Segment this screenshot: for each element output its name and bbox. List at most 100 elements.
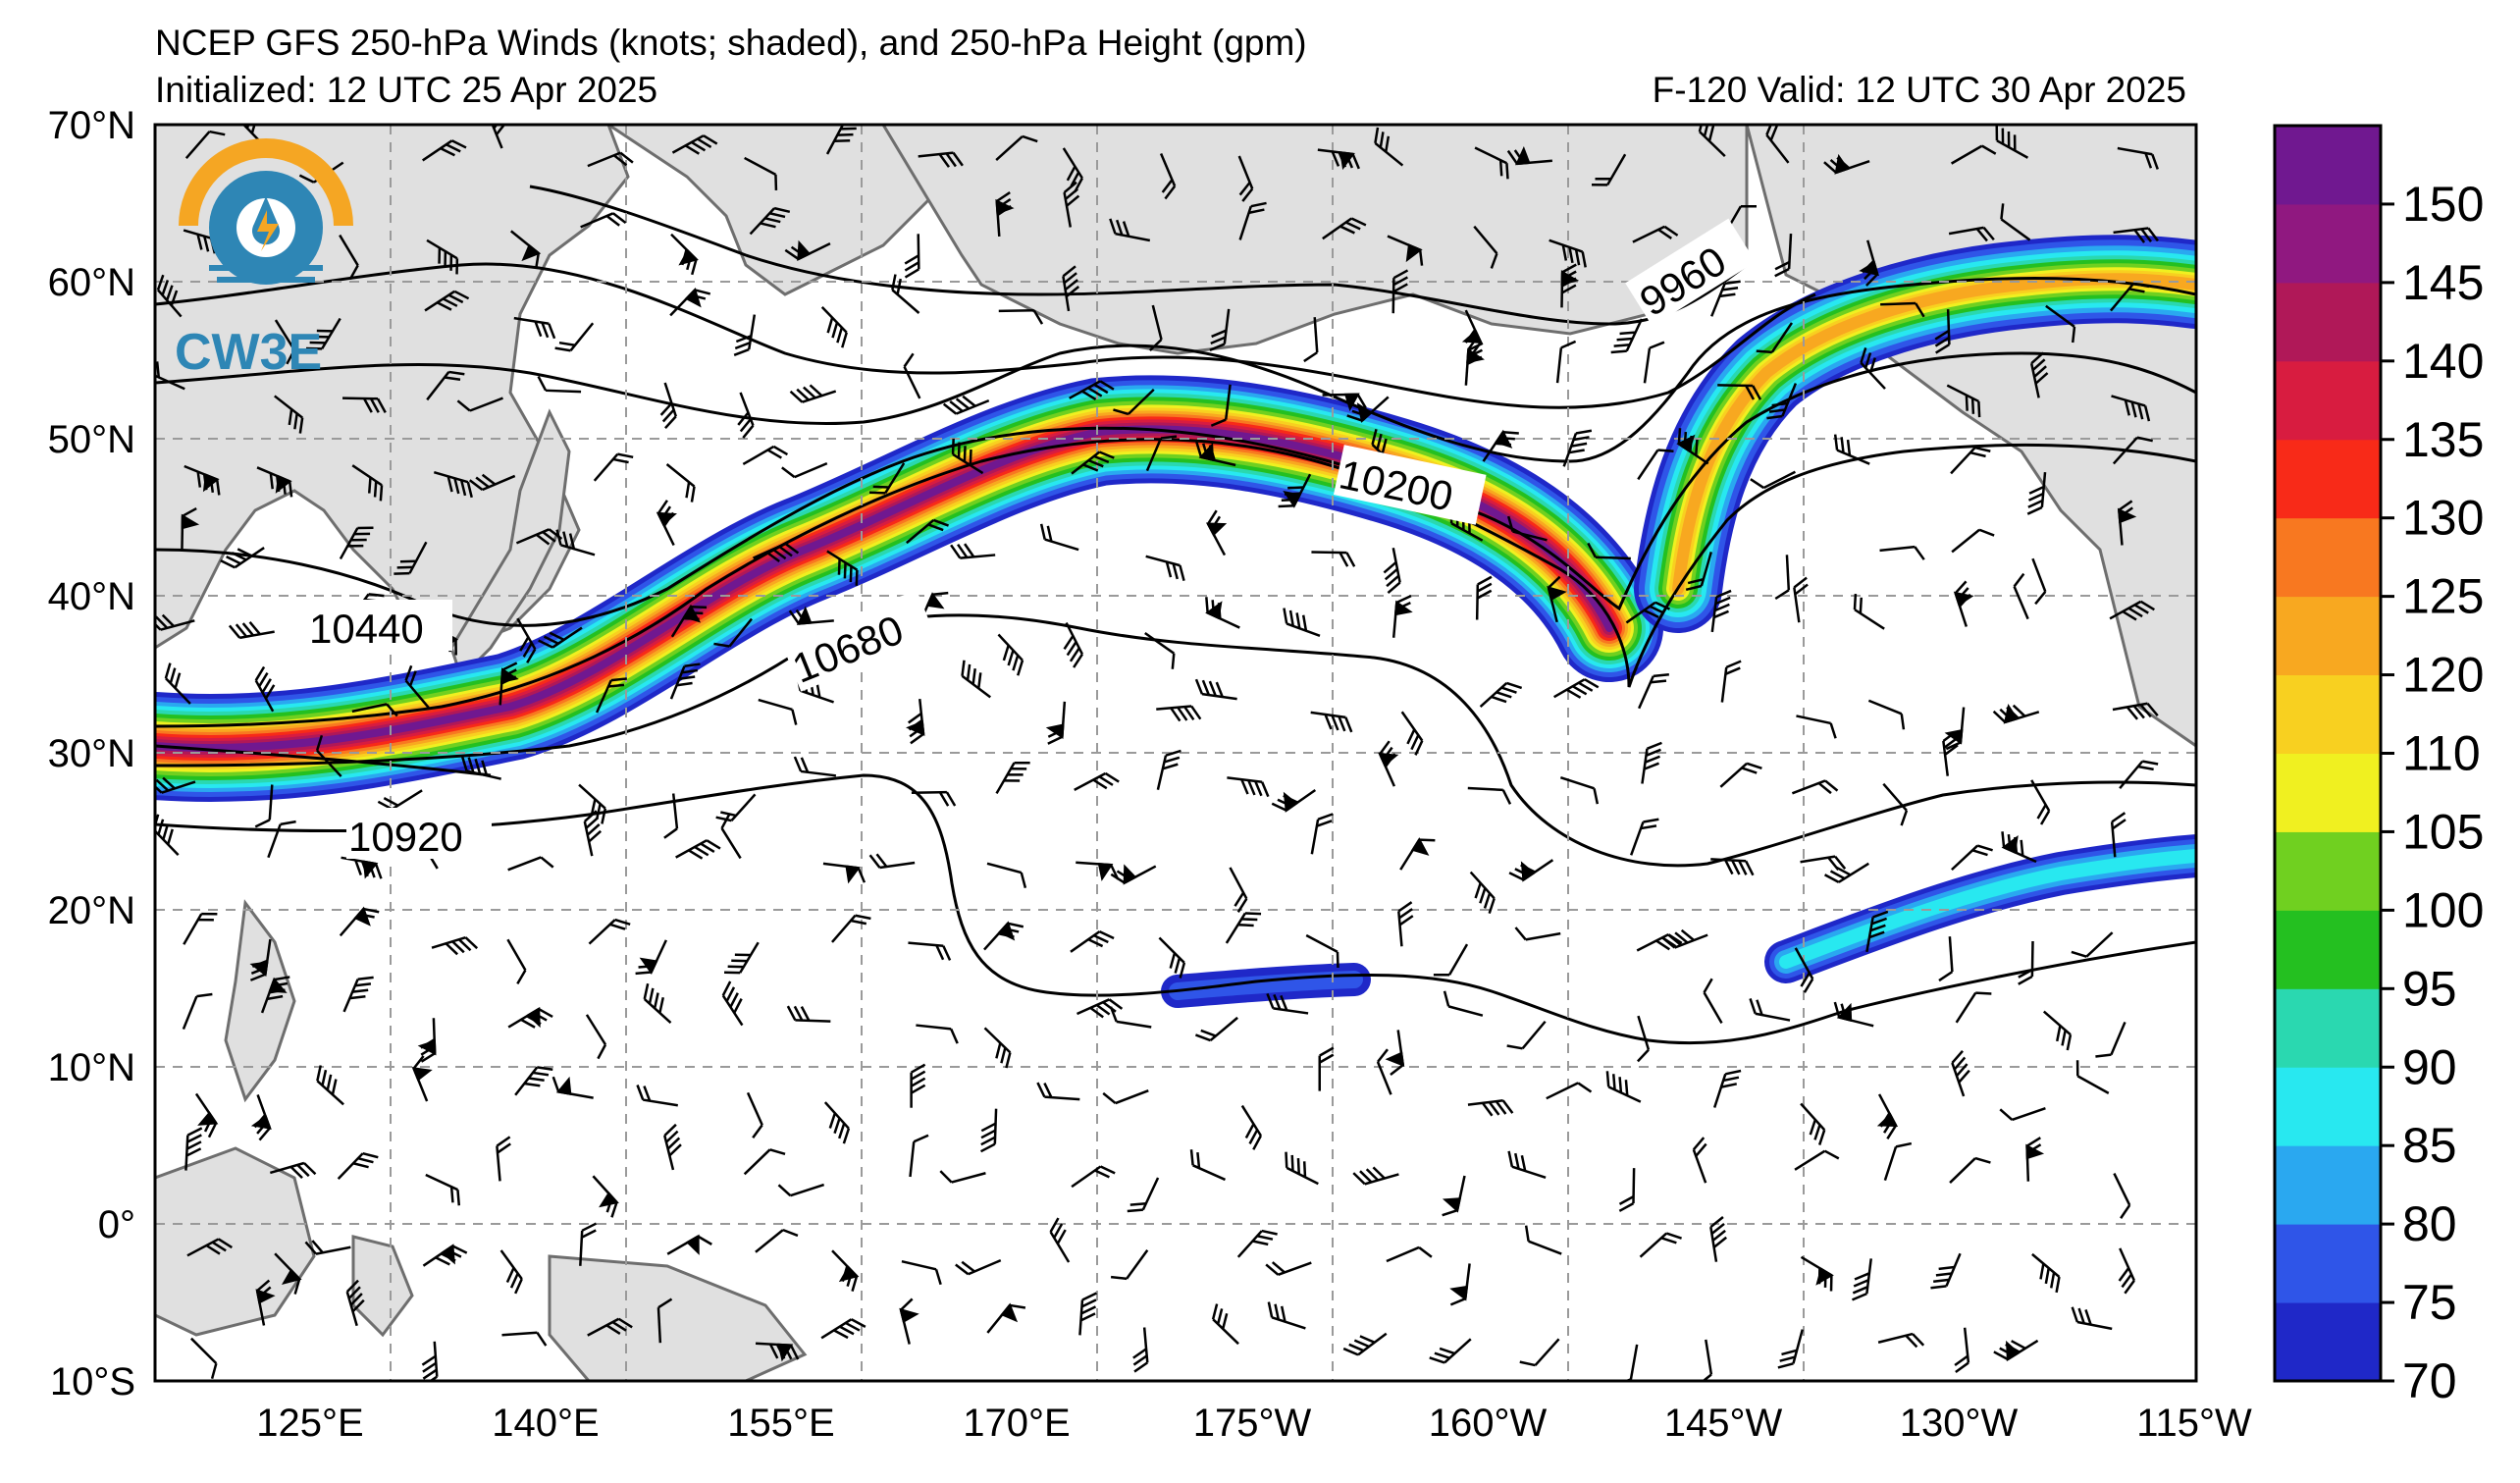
wind-barb <box>1189 1149 1227 1182</box>
wind-barb <box>1127 1177 1160 1213</box>
wind-barb <box>1310 813 1334 855</box>
wind-barb <box>1311 551 1356 567</box>
wind-barb <box>1592 153 1627 186</box>
wind-barb <box>1549 238 1587 268</box>
longitude-axis: 125°E 140°E 155°E 170°E 175°W 160°W 145°… <box>256 1402 2252 1445</box>
contour-label-10440: 10440 <box>309 606 424 652</box>
colorbar-label: 105 <box>2402 804 2484 859</box>
wind-barb <box>786 1005 831 1023</box>
wind-barb <box>825 125 857 155</box>
wind-barb <box>1069 380 1115 400</box>
colorbar-label: 145 <box>2402 255 2484 310</box>
wind-barb <box>1391 595 1413 638</box>
colorbar-swatch <box>2275 282 2381 362</box>
wind-barb <box>1036 1082 1080 1101</box>
wind-barb <box>666 1234 712 1255</box>
wind-barb <box>1227 776 1270 798</box>
wind-barb <box>1317 148 1360 171</box>
wind-barb <box>1391 269 1409 314</box>
wind-barb <box>743 1148 786 1176</box>
wind-barb <box>1676 428 1709 465</box>
wind-barb <box>1833 1001 1874 1028</box>
wind-barb <box>1953 580 1974 627</box>
wind-barb <box>315 734 342 777</box>
wind-barb <box>1709 1216 1727 1262</box>
wind-barb <box>1383 547 1401 595</box>
wind-barb <box>1950 446 1991 475</box>
wind-barb <box>831 914 871 943</box>
wind-barb <box>1397 901 1414 947</box>
wind-barb <box>721 980 744 1027</box>
wind-barb <box>1867 699 1906 730</box>
wind-barb <box>720 814 742 860</box>
wind-barb <box>1766 383 1798 420</box>
colorbar-label: 120 <box>2402 648 2484 703</box>
wind-barb <box>1995 125 2029 159</box>
wind-barb <box>1467 786 1512 805</box>
wind-barb <box>1712 1069 1742 1108</box>
wind-barb <box>1132 1327 1149 1373</box>
wind-barb <box>1800 1255 1834 1292</box>
wind-barb <box>2045 304 2076 344</box>
wind-barb <box>961 660 991 699</box>
wind-barb <box>746 1091 763 1139</box>
wind-barb <box>190 1337 218 1380</box>
lon-label: 145°W <box>1664 1402 1783 1445</box>
wind-barb <box>1145 435 1178 472</box>
wind-barb <box>2031 1252 2061 1294</box>
wind-barb <box>1710 589 1732 633</box>
wind-barb <box>1225 912 1262 944</box>
wind-barb <box>868 462 906 495</box>
wind-barb <box>1833 434 1870 465</box>
colorbar-label: 100 <box>2402 882 2484 937</box>
wind-barb <box>1240 1104 1263 1150</box>
wind-barb <box>1703 978 1723 1025</box>
colorbar-swatch <box>2275 439 2381 519</box>
wind-barb <box>1756 322 1794 354</box>
wind-barb <box>1765 125 1790 164</box>
wind-barb <box>2001 831 2037 864</box>
wind-barb <box>1303 317 1319 363</box>
wind-barb <box>1074 771 1120 791</box>
wind-barb <box>744 156 778 190</box>
colorbar-label: 85 <box>2402 1118 2457 1173</box>
wind-barb <box>908 941 952 961</box>
wind-barb <box>868 853 916 870</box>
wind-barb <box>1605 1071 1642 1103</box>
wind-barb <box>909 1134 929 1178</box>
colorbar-label: 150 <box>2402 177 2484 232</box>
wind-barb <box>901 1259 942 1286</box>
wind-barb <box>665 463 696 503</box>
wind-barb <box>220 547 265 569</box>
wind-barb <box>820 305 848 348</box>
wind-barb <box>255 1279 276 1326</box>
wind-barb <box>507 856 554 872</box>
wind-barb <box>155 361 185 391</box>
colorbar-swatch <box>2275 596 2381 676</box>
colorbar-swatch <box>2275 1302 2381 1382</box>
wind-barb <box>1109 1006 1152 1029</box>
wind-barb <box>1063 621 1084 668</box>
wind-barb <box>509 230 542 270</box>
wind-barb <box>951 438 984 475</box>
colorbar-label: 90 <box>2402 1039 2457 1094</box>
wind-barb <box>1071 1165 1116 1189</box>
wind-barb <box>1078 1292 1098 1336</box>
wind-barb <box>675 839 721 860</box>
wind-barb <box>1310 711 1353 733</box>
wind-barb <box>1387 235 1424 266</box>
wind-barb <box>2095 1021 2126 1058</box>
lat-label: 30°N <box>48 732 135 775</box>
lon-label: 115°W <box>2136 1402 2252 1445</box>
colorbar-label: 70 <box>2402 1353 2457 1408</box>
wind-barb <box>426 370 465 401</box>
wind-barb <box>425 1173 461 1206</box>
wind-barb <box>1774 555 1791 601</box>
wind-barb <box>1851 1258 1872 1301</box>
wind-barb <box>1346 396 1390 423</box>
wind-barb <box>1546 1082 1593 1100</box>
wind-barb <box>906 698 925 745</box>
wind-barb <box>1113 389 1155 416</box>
wind-barb <box>2113 227 2159 243</box>
wind-barb <box>595 677 627 714</box>
